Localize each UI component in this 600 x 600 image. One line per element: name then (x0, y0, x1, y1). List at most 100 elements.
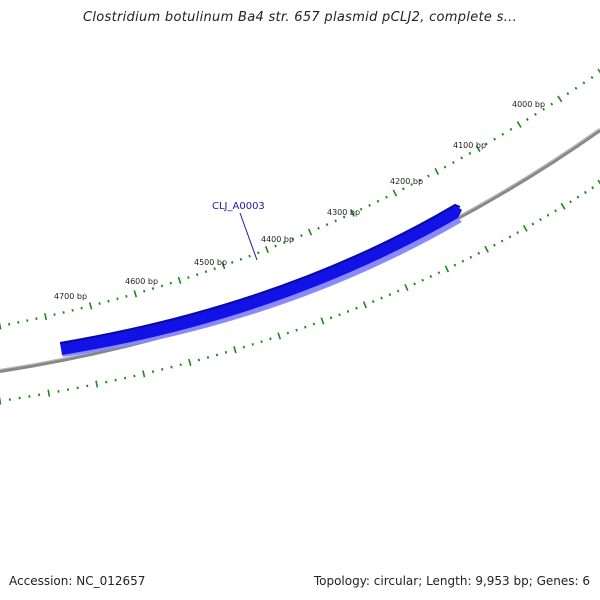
minor-tick (582, 81, 586, 85)
major-tick (522, 224, 528, 232)
minor-tick (334, 219, 337, 223)
minor-tick (206, 356, 210, 359)
major-tick (320, 317, 325, 325)
minor-tick (151, 370, 155, 374)
minor-tick (282, 241, 286, 245)
minor-tick (213, 267, 216, 271)
minor-tick (239, 257, 243, 261)
minor-tick (410, 183, 413, 187)
minor-tick (501, 132, 505, 136)
minor-tick (251, 343, 254, 346)
minor-tick (443, 165, 447, 169)
minor-tick (388, 293, 392, 297)
tick-label-4400: 4400 bp (261, 235, 294, 244)
minor-tick (133, 374, 136, 378)
minor-tick (116, 297, 119, 301)
minor-tick (493, 243, 496, 247)
minor-tick (539, 218, 542, 222)
tick-label-4600: 4600 bp (125, 277, 158, 286)
minor-tick (380, 296, 383, 300)
minor-tick (187, 276, 190, 279)
major-tick (0, 397, 2, 405)
major-tick (404, 283, 409, 292)
minor-tick (215, 353, 219, 357)
major-tick (392, 189, 398, 197)
minor-tick (376, 199, 380, 203)
minor-tick (534, 112, 537, 116)
minor-tick (413, 282, 416, 286)
major-tick (557, 95, 563, 103)
minor-tick (230, 261, 234, 264)
major-tick (362, 301, 367, 309)
minor-tick (342, 215, 346, 219)
minor-tick (508, 235, 512, 239)
minor-tick (437, 271, 441, 275)
gene-feature-clj-a0003[interactable] (59, 203, 462, 357)
minor-tick (329, 316, 333, 320)
minor-tick (114, 378, 117, 382)
major-tick (484, 245, 489, 253)
minor-tick (123, 376, 127, 380)
map-title: Clostridium botulinum Ba4 str. 657 plasm… (82, 10, 518, 25)
minor-tick (500, 239, 504, 243)
minor-tick (325, 223, 329, 227)
minor-tick (359, 207, 363, 211)
minor-tick (257, 251, 260, 255)
minor-tick (385, 195, 388, 199)
minor-tick (26, 319, 29, 322)
gene-label[interactable]: CLJ_A0003 (212, 201, 265, 212)
minor-tick (427, 174, 430, 178)
major-tick (188, 358, 192, 367)
map-summary: Topology: circular; Length: 9,953 bp; Ge… (313, 574, 590, 588)
minor-tick (86, 384, 89, 388)
minor-tick (105, 380, 108, 384)
minor-tick (469, 255, 473, 259)
minor-tick (550, 102, 554, 106)
minor-tick (269, 337, 272, 341)
minor-tick (542, 107, 545, 111)
minor-tick (396, 289, 400, 293)
major-tick (89, 302, 93, 310)
minor-tick (35, 317, 38, 320)
minor-tick (368, 203, 371, 207)
minor-tick (429, 275, 433, 278)
major-tick (434, 168, 440, 175)
major-tick (47, 389, 51, 397)
gene-top-edge (59, 203, 461, 344)
tick-label-4000: 4000 bp (512, 100, 545, 109)
minor-tick (304, 325, 307, 329)
minor-tick (554, 209, 557, 213)
minor-tick (300, 234, 303, 238)
major-tick (221, 262, 226, 270)
gene-label-leader (239, 212, 258, 261)
minor-tick (161, 368, 164, 371)
major-tick (95, 380, 99, 388)
minor-tick (169, 281, 172, 285)
major-tick (264, 245, 269, 253)
minor-tick (583, 190, 587, 194)
accession-label: Accession: NC_012657 (9, 574, 146, 588)
minor-tick (107, 299, 110, 303)
tick-label-4300: 4300 bp (327, 208, 360, 217)
tick-label-4100: 4100 bp (453, 141, 486, 150)
minor-tick (170, 365, 173, 369)
minor-tick (531, 222, 535, 226)
minor-tick (17, 321, 20, 324)
minor-tick (453, 263, 457, 267)
major-tick (233, 346, 237, 354)
minor-tick (338, 313, 341, 317)
tick-label-4200: 4200 bp (390, 177, 423, 186)
minor-tick (197, 358, 201, 362)
plasmid-backbone-highlight (0, 128, 600, 370)
minor-tick (286, 331, 290, 335)
minor-tick (274, 244, 277, 248)
minor-tick (574, 86, 578, 90)
minor-tick (485, 142, 488, 146)
minor-tick (371, 300, 375, 303)
minor-tick (312, 322, 316, 326)
major-tick (277, 332, 282, 340)
minor-tick (509, 127, 513, 131)
minor-tick (460, 156, 463, 160)
major-tick (307, 228, 313, 236)
